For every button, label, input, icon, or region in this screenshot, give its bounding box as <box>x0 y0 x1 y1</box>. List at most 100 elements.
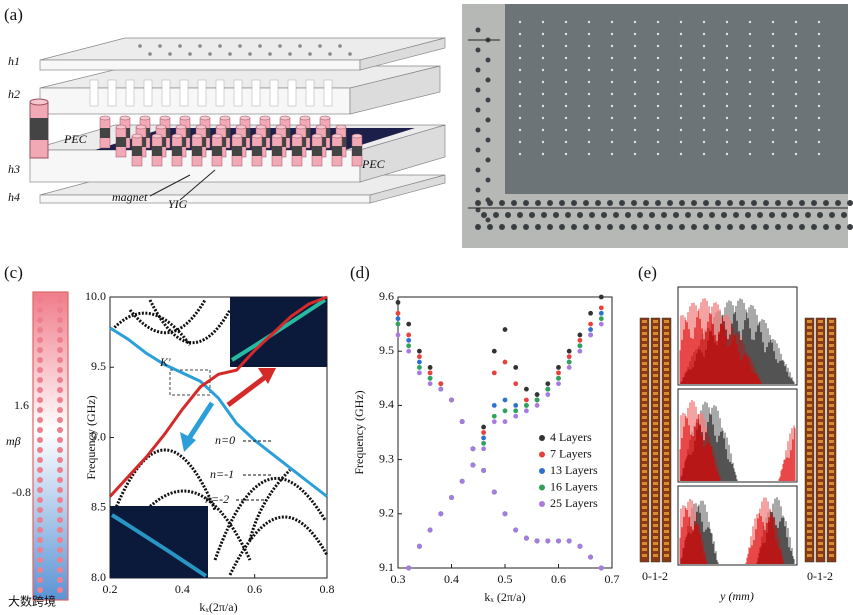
hole <box>823 200 829 206</box>
point <box>395 316 401 322</box>
point <box>427 527 433 533</box>
y-tick-label: 9.5 <box>379 343 394 357</box>
field-spot <box>818 494 823 497</box>
field-spot <box>818 512 823 515</box>
point <box>417 365 422 370</box>
hole <box>787 200 793 206</box>
bulk-band <box>213 476 327 561</box>
field-spot <box>653 362 658 365</box>
field-spot <box>642 446 647 449</box>
hole <box>643 224 649 230</box>
hole <box>656 80 660 84</box>
site <box>37 327 43 333</box>
field-spot <box>653 530 658 533</box>
site <box>37 457 43 463</box>
hole <box>794 56 798 60</box>
field-spot <box>818 398 823 401</box>
rod-top <box>139 115 151 121</box>
slot <box>323 79 333 107</box>
hole <box>559 224 565 230</box>
field-spot <box>818 536 823 539</box>
hole <box>656 68 660 72</box>
hole <box>518 116 522 120</box>
hole <box>475 27 481 33</box>
hole <box>667 224 673 230</box>
hole <box>835 224 841 230</box>
field-spot <box>664 554 669 557</box>
field-spot <box>829 386 834 389</box>
field-spot <box>818 434 823 437</box>
field-spot <box>664 434 669 437</box>
arrow-head <box>180 432 196 452</box>
hole <box>725 116 729 120</box>
hole <box>702 116 706 120</box>
field-spot <box>664 482 669 485</box>
point <box>417 370 422 376</box>
hole <box>541 128 545 132</box>
site <box>37 477 43 483</box>
hole <box>541 56 545 60</box>
field-spot <box>642 530 647 533</box>
hole <box>691 224 697 230</box>
hole <box>656 44 660 48</box>
hole <box>553 212 559 218</box>
rod-core <box>172 146 182 156</box>
hole <box>721 212 727 218</box>
hole <box>298 44 302 48</box>
point <box>577 343 583 349</box>
field-spot <box>818 542 823 545</box>
hole <box>258 44 262 48</box>
hole <box>679 200 685 206</box>
hole <box>751 224 757 230</box>
site <box>57 387 63 393</box>
hole <box>817 80 821 84</box>
field-spot <box>829 404 834 407</box>
field-spot <box>642 548 647 551</box>
rod-top <box>259 115 271 121</box>
field-spot <box>664 500 669 503</box>
hole <box>565 212 571 218</box>
plate-front <box>39 59 361 71</box>
hole <box>817 32 821 36</box>
hole <box>763 200 769 206</box>
hole <box>817 92 821 96</box>
hole <box>475 107 481 113</box>
field-spot <box>829 452 834 455</box>
hole <box>485 57 491 63</box>
bulk-band <box>110 311 192 346</box>
field-spot <box>807 506 812 509</box>
field-spot <box>642 326 647 329</box>
hole <box>268 52 272 56</box>
slot <box>179 79 189 107</box>
hole <box>702 92 706 96</box>
hole <box>518 128 522 132</box>
hole <box>564 140 568 144</box>
hole <box>817 20 821 24</box>
field-spot <box>818 506 823 509</box>
field-spot <box>664 362 669 365</box>
hole <box>733 212 739 218</box>
rod-top <box>171 133 183 139</box>
hole <box>559 200 565 206</box>
bulk-band <box>148 299 232 344</box>
hole <box>703 224 709 230</box>
hole <box>610 104 614 108</box>
site <box>57 307 63 313</box>
y-tick-label: 9.4 <box>379 397 394 411</box>
field-spot <box>653 500 658 503</box>
site <box>37 497 43 503</box>
hole <box>847 224 853 230</box>
hole <box>771 128 775 132</box>
point <box>481 446 486 452</box>
hole <box>518 140 522 144</box>
point <box>438 511 444 517</box>
layer-label: h1 <box>8 54 20 68</box>
field-spot <box>653 446 658 449</box>
field-spot <box>829 458 834 461</box>
field-spot <box>664 488 669 491</box>
hole <box>794 68 798 72</box>
field-spot <box>818 356 823 359</box>
hole <box>679 128 683 132</box>
point <box>566 365 572 370</box>
y-tick-label: 9.0 <box>91 429 106 443</box>
